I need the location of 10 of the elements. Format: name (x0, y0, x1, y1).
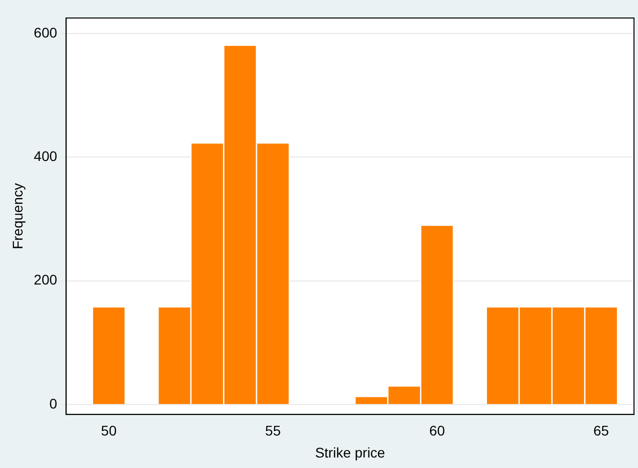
y-axis-title: Frequency (9, 183, 26, 250)
x-axis-title: Strike price (315, 444, 386, 460)
x-tick-label: 65 (593, 422, 610, 439)
x-tick-label: 50 (101, 422, 117, 439)
x-tick-label: 60 (429, 422, 446, 439)
y-tick-label: 200 (34, 272, 58, 288)
x-tick-label: 55 (265, 422, 281, 439)
y-tick-label: 600 (34, 24, 58, 40)
y-tick-label: 0 (49, 395, 58, 412)
y-tick-label: 400 (34, 148, 58, 164)
